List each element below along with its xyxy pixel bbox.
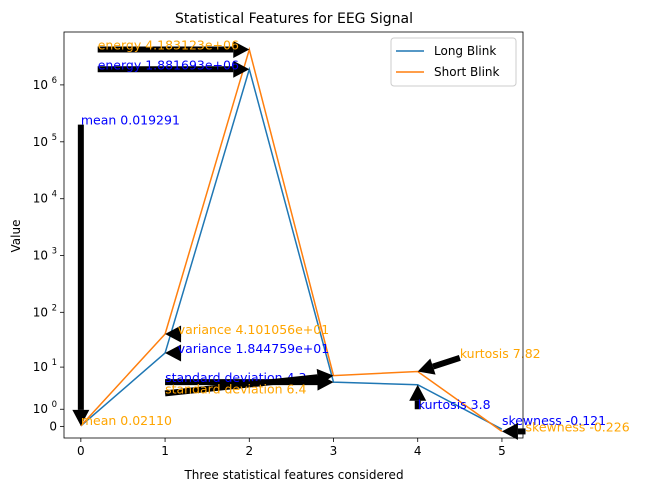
annotation-label: standard deviation 6.4 (165, 381, 306, 396)
y-tick-exponent: 0 (52, 400, 57, 410)
y-tick-label: 10 (33, 402, 48, 416)
annotation-label: kurtosis 7.82 (460, 346, 541, 361)
x-tick-label: 4 (414, 444, 422, 458)
annotation-label: mean 0.02110 (81, 413, 172, 428)
annotation-arrow-head (233, 41, 250, 59)
y-tick-exponent: 1 (52, 358, 57, 368)
y-tick-label: 10 (33, 78, 48, 92)
series-line (80, 46, 503, 433)
x-tick-label: 2 (245, 444, 253, 458)
legend-box (390, 37, 517, 87)
y-tick-exponent: 3 (52, 247, 57, 257)
y-tick-label: 10 (33, 135, 48, 149)
legend: Long Blink Short Blink (390, 37, 517, 87)
annotation-arrow-head (165, 325, 182, 343)
y-tick-label: 10 (33, 192, 48, 206)
annotation-label: energy 4.183123e+06 (98, 38, 239, 53)
annotation-arrow-shaft (432, 354, 461, 370)
annotation-arrow-head (417, 358, 436, 375)
annotation-label: energy 1.881693e+06 (98, 57, 239, 72)
annotation-label: variance 1.844759e+01 (178, 341, 330, 356)
y-tick-exponent: 6 (52, 76, 57, 86)
annotation-arrow-head (316, 368, 334, 386)
x-axis-label: Three statistical features considered (183, 468, 403, 482)
legend-label: Long Blink (434, 44, 496, 58)
y-axis-label: Value (9, 220, 23, 253)
annotation-label: mean 0.019291 (81, 113, 180, 128)
annotation-arrow-head (72, 409, 90, 426)
x-tick-label: 0 (77, 444, 85, 458)
x-tick-label: 3 (330, 444, 338, 458)
annotation-label: kurtosis 3.8 (418, 397, 491, 412)
y-tick-label: 0 (49, 419, 57, 433)
y-tick-exponent: 2 (52, 303, 57, 313)
y-tick-label: 10 (33, 305, 48, 319)
annotation-label: skewness -0.226 (526, 419, 630, 434)
x-tick-label: 1 (161, 444, 169, 458)
annotation-label: variance 4.101056e+01 (178, 322, 330, 337)
y-tick-label: 10 (33, 360, 48, 374)
chart-title: Statistical Features for EEG Signal (175, 11, 413, 27)
axes-frame (63, 31, 524, 439)
series-line (80, 66, 503, 430)
x-tick-label: 5 (498, 444, 506, 458)
annotation-arrow-head (409, 384, 427, 401)
y-tick-label: 10 (33, 249, 48, 263)
y-tick-exponent: 5 (52, 133, 57, 143)
y-tick-exponent: 4 (52, 190, 57, 200)
annotation-arrow-head (165, 344, 182, 362)
annotation-label: skewness -0.121 (502, 413, 606, 428)
legend-label: Short Blink (434, 65, 500, 79)
annotation-arrow-head (501, 422, 518, 440)
annotation-arrow-shaft (164, 374, 318, 397)
annotation-arrow-head (233, 60, 250, 78)
